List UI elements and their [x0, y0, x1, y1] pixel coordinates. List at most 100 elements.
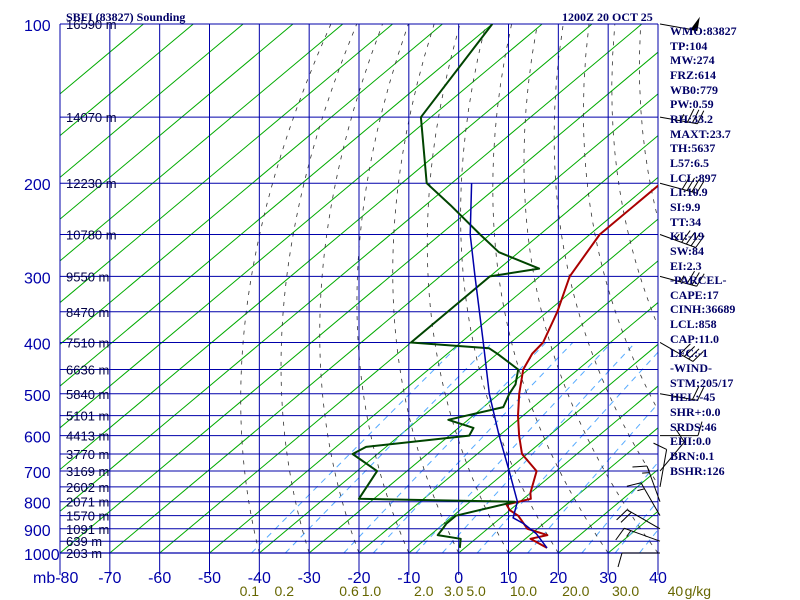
height-label: 8470 m: [66, 305, 109, 320]
dry-adiabat-line: [280, 24, 358, 554]
pressure-tick-label: 400: [24, 336, 51, 353]
dry-adiabat-line: [319, 24, 383, 554]
chart-title: SBFI (83827) Sounding: [66, 10, 186, 24]
pressure-tick-label: 300: [24, 270, 51, 287]
wind-barb: [659, 108, 705, 125]
pressure-tick-label: 600: [24, 430, 51, 447]
isotherm-line: [60, 24, 493, 387]
stat-line: LCL:858: [670, 317, 717, 332]
height-label: 7510 m: [66, 335, 109, 350]
height-label: 639 m: [66, 534, 102, 549]
wind-barb: [632, 465, 661, 502]
stat-line: LCL:897: [670, 170, 717, 185]
height-label: 10780 m: [66, 228, 117, 243]
height-label: 16590 m: [66, 17, 117, 32]
wind-barb: [615, 527, 661, 542]
stat-line: SRDS:46: [670, 419, 717, 434]
wind-barb: [653, 442, 668, 487]
temp-tick-label: -10: [397, 570, 420, 587]
pressure-tick-label: 900: [24, 523, 51, 540]
pressure-tick-label: 100: [24, 18, 51, 35]
stat-line: TH:5637: [670, 141, 716, 156]
mixing-ratio-label: 0.6: [339, 583, 359, 599]
pressure-tick-label: 1000: [24, 547, 60, 564]
mixing-ratio-label: 2.0: [414, 583, 434, 599]
stat-line: MW:274: [670, 53, 715, 68]
stat-line: BSHR:126: [670, 463, 725, 478]
isotherm-line: [60, 24, 194, 137]
stat-line: FRZ:614: [670, 67, 716, 82]
height-label: 1570 m: [66, 509, 109, 524]
mixing-ratio-label: 0.2: [275, 583, 295, 599]
mixing-ratio-label: 10.0: [510, 583, 537, 599]
wind-barb: [659, 230, 705, 248]
mixing-ratio-label: 3.0: [444, 583, 464, 599]
height-label: 5101 m: [66, 409, 109, 424]
pressure-tick-label: 700: [24, 465, 51, 482]
isotherm-line: [408, 343, 658, 554]
stat-line: LI:10.9: [670, 185, 708, 200]
stat-line: TP:104: [670, 38, 708, 53]
mixing-ratio-label: 5.0: [466, 583, 486, 599]
stat-line: PW:0.59: [670, 97, 714, 112]
temp-tick-label: -50: [198, 570, 221, 587]
height-label: 203 m: [66, 546, 102, 561]
stat-line: TT:34: [670, 214, 702, 229]
stat-line: -WIND-: [670, 361, 712, 376]
stat-line: -PARCEL-: [670, 273, 727, 288]
height-label: 14070 m: [66, 110, 117, 125]
stat-line: EI:2.3: [670, 258, 702, 273]
stat-line: BRN:0.1: [670, 449, 715, 464]
isotherm-line: [60, 24, 294, 220]
stat-line: MAXT:23.7: [670, 126, 731, 141]
pressure-tick-label: 500: [24, 388, 51, 405]
mixing-ratio-label: 20.0: [562, 583, 589, 599]
series-temperature-line: [505, 184, 658, 549]
stat-line: CINH:36689: [670, 302, 736, 317]
isotherm-line: [60, 24, 244, 179]
temp-tick-label: 20: [549, 570, 567, 587]
mixing-ratio-line: [343, 342, 547, 554]
isotherm-line: [458, 385, 658, 554]
mixing-ratio-label: g/kg: [685, 583, 711, 599]
stat-line: SI:9.9: [670, 199, 701, 214]
temp-tick-label: 10: [500, 570, 518, 587]
temp-tick-label: -40: [248, 570, 271, 587]
isotherm-line: [109, 93, 658, 554]
temp-tick-label: mb-80: [33, 570, 78, 587]
height-label: 5840 m: [66, 387, 109, 402]
wind-barb: [659, 176, 705, 194]
mixing-ratio-label: 1.0: [362, 583, 382, 599]
height-label: 3770 m: [66, 447, 109, 462]
height-label: 1091 m: [66, 522, 109, 537]
height-label: 2071 m: [66, 495, 109, 510]
mixing-ratio-line: [441, 342, 636, 554]
mixing-ratio-line: [284, 342, 493, 554]
mixing-ratio-label: 0.1: [240, 583, 260, 599]
pressure-tick-label: 800: [24, 496, 51, 513]
wind-barb: [659, 16, 700, 32]
isotherm-line: [60, 24, 393, 304]
wind-barb: [660, 421, 703, 437]
mixing-ratio-line: [415, 342, 612, 554]
height-label: 12230 m: [66, 176, 117, 191]
stat-line: STM:205/17: [670, 375, 734, 390]
isotherm-line: [60, 24, 593, 471]
temp-tick-label: 40: [649, 570, 667, 587]
dry-adiabat-line: [356, 24, 410, 554]
mixing-ratio-label: 40: [668, 583, 684, 599]
stat-line: CAPE:17: [670, 287, 719, 302]
stat-line: HEL:-45: [670, 390, 716, 405]
temp-tick-label: -70: [98, 570, 121, 587]
stat-line: LFC:-1: [670, 346, 708, 361]
height-label: 6636 m: [66, 363, 109, 378]
temp-tick-label: -60: [148, 570, 171, 587]
chart-datetime: 1200Z 20 OCT 25: [562, 10, 653, 24]
wind-barb: [659, 386, 705, 401]
isotherm-line: [508, 427, 658, 554]
isotherm-line: [209, 176, 658, 554]
pressure-tick-label: 200: [24, 177, 51, 194]
stat-line: CAP:11.0: [670, 331, 719, 346]
stat-line: WB0:779: [670, 82, 718, 97]
